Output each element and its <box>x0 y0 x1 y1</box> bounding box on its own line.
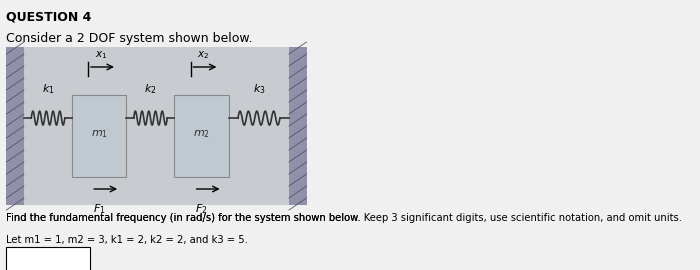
Bar <box>174 95 229 177</box>
Text: $k_2$: $k_2$ <box>144 82 157 96</box>
Text: $x_1$: $x_1$ <box>94 49 107 61</box>
Text: Consider a 2 DOF system shown below.: Consider a 2 DOF system shown below. <box>6 32 253 45</box>
Text: Let m1 = 1, m2 = 3, k1 = 2, k2 = 2, and k3 = 5.: Let m1 = 1, m2 = 3, k1 = 2, k2 = 2, and … <box>6 235 248 245</box>
Text: $k_1$: $k_1$ <box>42 82 55 96</box>
Bar <box>6 247 90 270</box>
Text: $m_2$: $m_2$ <box>193 129 210 140</box>
Text: $F_1$: $F_1$ <box>93 202 106 216</box>
Text: $k_3$: $k_3$ <box>253 82 265 96</box>
Bar <box>6 47 24 205</box>
Text: $F_2$: $F_2$ <box>195 202 208 216</box>
Text: Find the fundamental frequency (in rad/s) for the system shown below.: Find the fundamental frequency (in rad/s… <box>6 213 364 223</box>
Text: Find the fundamental frequency (in rad/s) for the system shown below. Keep 3 sig: Find the fundamental frequency (in rad/s… <box>6 213 682 223</box>
Text: QUESTION 4: QUESTION 4 <box>6 10 92 23</box>
Bar <box>289 47 307 205</box>
Bar <box>72 95 127 177</box>
Text: $m_1$: $m_1$ <box>91 129 108 140</box>
Bar <box>6 47 307 205</box>
Text: $x_2$: $x_2$ <box>197 49 209 61</box>
